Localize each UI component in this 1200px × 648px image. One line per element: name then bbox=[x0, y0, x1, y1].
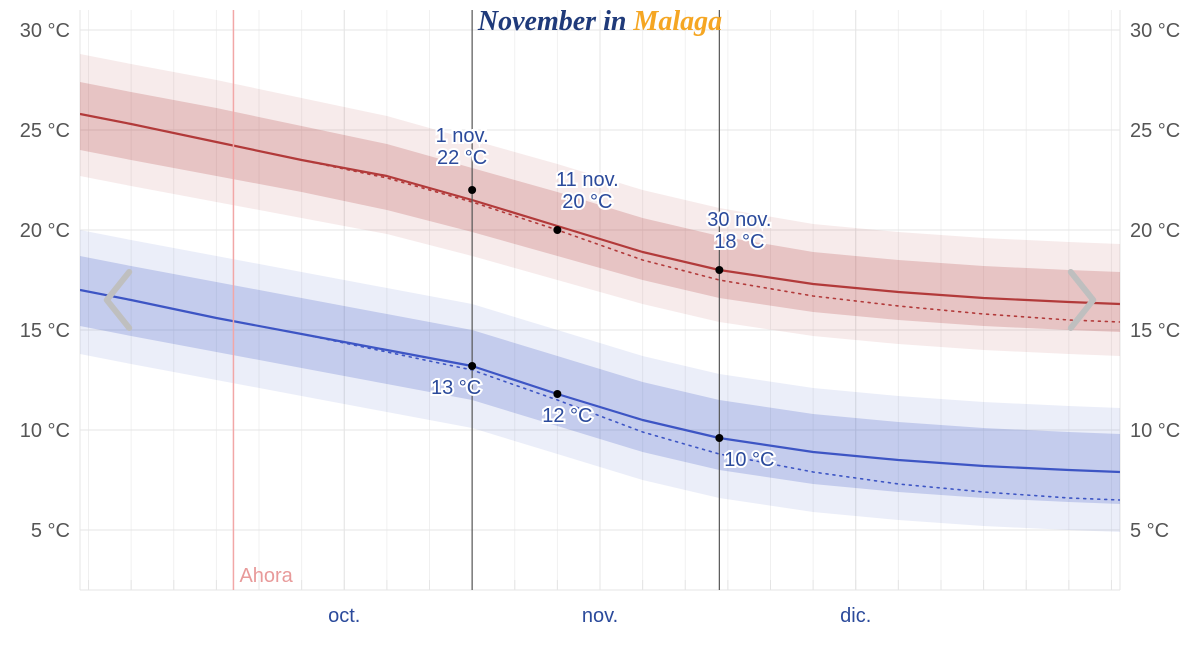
svg-text:5 °C: 5 °C bbox=[31, 520, 70, 542]
svg-text:18 °C: 18 °C bbox=[714, 231, 764, 253]
svg-text:nov.: nov. bbox=[582, 605, 618, 627]
svg-text:1 nov.: 1 nov. bbox=[436, 125, 489, 147]
svg-text:30 nov.: 30 nov. bbox=[707, 209, 771, 231]
svg-text:22 °C: 22 °C bbox=[437, 147, 487, 169]
svg-text:20 °C: 20 °C bbox=[1130, 220, 1180, 242]
svg-text:30 °C: 30 °C bbox=[20, 20, 70, 42]
svg-text:25 °C: 25 °C bbox=[1130, 120, 1180, 142]
svg-text:20 °C: 20 °C bbox=[20, 220, 70, 242]
svg-text:10 °C: 10 °C bbox=[1130, 420, 1180, 442]
svg-text:10 °C: 10 °C bbox=[724, 449, 774, 471]
svg-text:13 °C: 13 °C bbox=[431, 377, 481, 399]
svg-text:10 °C: 10 °C bbox=[20, 420, 70, 442]
svg-text:5 °C: 5 °C bbox=[1130, 520, 1169, 542]
svg-text:25 °C: 25 °C bbox=[20, 120, 70, 142]
svg-text:20 °C: 20 °C bbox=[562, 191, 612, 213]
svg-text:12 °C: 12 °C bbox=[542, 405, 592, 427]
svg-text:30 °C: 30 °C bbox=[1130, 20, 1180, 42]
svg-text:15 °C: 15 °C bbox=[1130, 320, 1180, 342]
svg-text:Ahora: Ahora bbox=[239, 565, 293, 587]
svg-text:11 nov.: 11 nov. bbox=[556, 169, 619, 191]
svg-text:dic.: dic. bbox=[840, 605, 871, 627]
temperature-chart: November in Malaga 5 °C5 °C10 °C10 °C15 … bbox=[0, 0, 1200, 648]
chart-svg: 5 °C 5 °C 10 °C 10 °C 15 °C 15 °C 20 °C 20 °C 25… bbox=[0, 0, 1200, 648]
svg-text:15 °C: 15 °C bbox=[20, 320, 70, 342]
svg-text:oct.: oct. bbox=[328, 605, 360, 627]
